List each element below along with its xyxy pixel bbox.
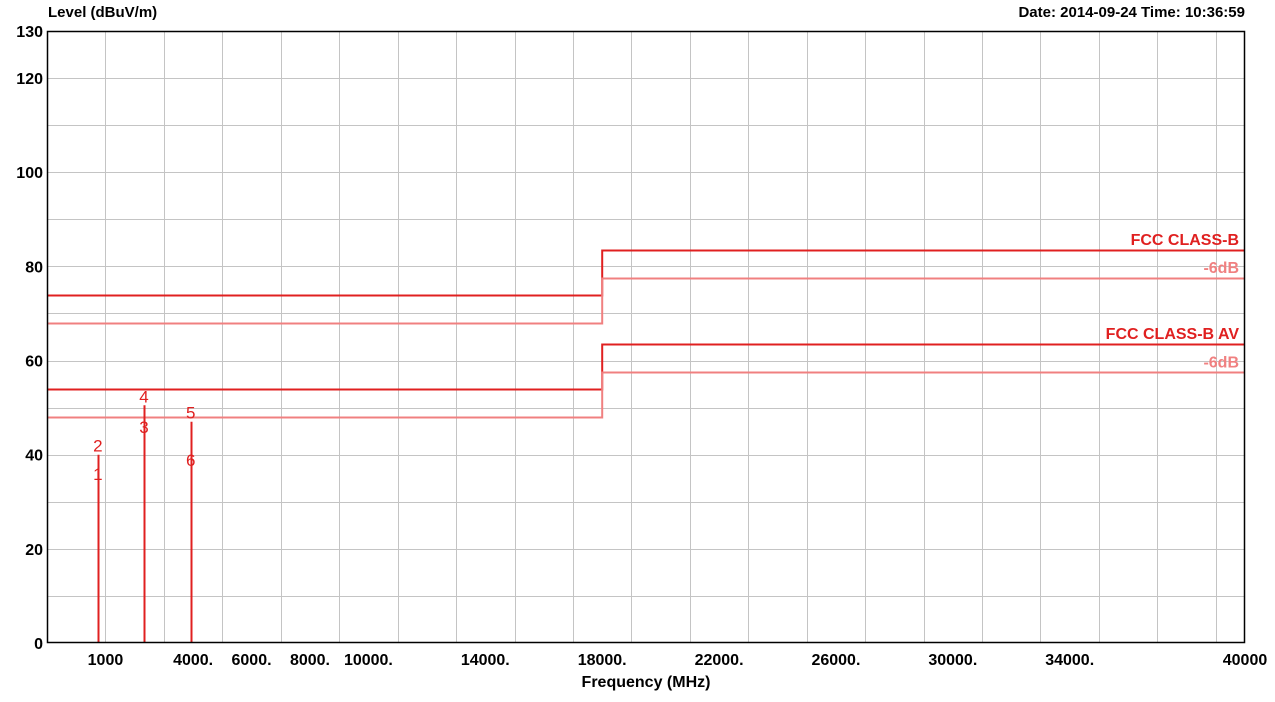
limit-line-label: -6dB bbox=[1203, 260, 1239, 277]
x-tick-label: 22000. bbox=[695, 652, 744, 669]
marker-label: 3 bbox=[139, 418, 148, 437]
y-tick-label: 80 bbox=[25, 259, 43, 276]
limit-line-label: FCC CLASS-B bbox=[1131, 232, 1239, 249]
limit-line-label: -6dB bbox=[1203, 354, 1239, 371]
marker-label: 4 bbox=[139, 387, 148, 406]
x-tick-label: 1000 bbox=[88, 652, 124, 669]
x-tick-label: 8000. bbox=[290, 652, 330, 669]
x-tick-label: 40000 bbox=[1223, 652, 1268, 669]
x-tick-label: 18000. bbox=[578, 652, 627, 669]
y-tick-label: 40 bbox=[25, 448, 43, 465]
y-axis-title: Level (dBuV/m) bbox=[48, 4, 158, 21]
limit-line bbox=[47, 343, 1245, 391]
marker-label: 1 bbox=[93, 465, 102, 484]
marker-label: 2 bbox=[93, 437, 102, 456]
plot-frame bbox=[46, 30, 1246, 644]
marker-label: 5 bbox=[186, 404, 195, 423]
x-tick-label: 14000. bbox=[461, 652, 510, 669]
y-tick-label: 60 bbox=[25, 354, 43, 371]
y-tick-label: 130 bbox=[16, 24, 43, 41]
x-tick-label: 34000. bbox=[1045, 652, 1094, 669]
limit-line bbox=[47, 277, 1245, 325]
y-tick-label: 0 bbox=[34, 636, 43, 653]
y-tick-label: 120 bbox=[16, 71, 43, 88]
x-tick-label: 4000. bbox=[173, 652, 213, 669]
x-tick-label: 30000. bbox=[928, 652, 977, 669]
limit-line-label: FCC CLASS-B AV bbox=[1106, 326, 1240, 343]
y-tick-label: 100 bbox=[16, 165, 43, 182]
limit-line bbox=[47, 249, 1245, 297]
y-tick-label: 20 bbox=[25, 542, 43, 559]
x-tick-label: 10000. bbox=[344, 652, 393, 669]
x-axis-title: Frequency (MHz) bbox=[582, 674, 711, 691]
x-tick-label: 6000. bbox=[232, 652, 272, 669]
plot-area bbox=[47, 31, 1245, 643]
x-tick-label: 26000. bbox=[811, 652, 860, 669]
limit-line bbox=[47, 371, 1245, 419]
date-time-stamp: Date: 2014-09-24 Time: 10:36:59 bbox=[1018, 4, 1245, 21]
marker-label: 6 bbox=[186, 451, 195, 470]
